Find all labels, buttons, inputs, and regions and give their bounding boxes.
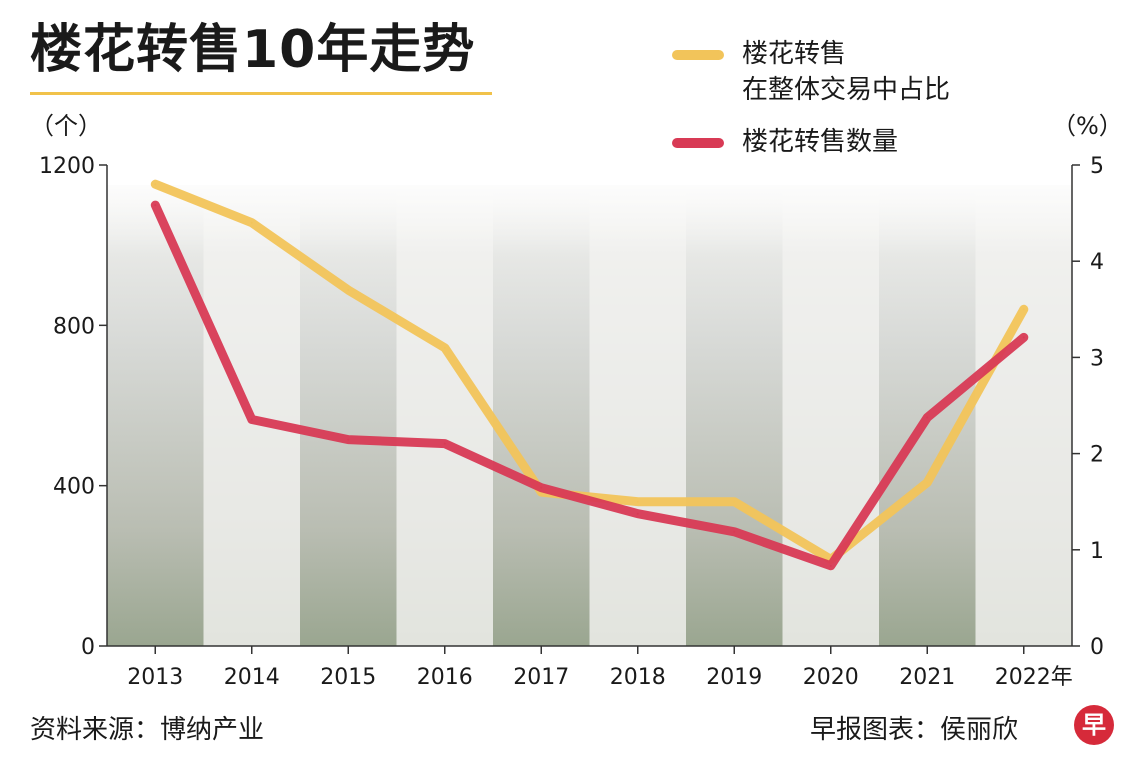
left-axis-unit: （个） <box>30 112 102 140</box>
x-tick-label: 2022年 <box>995 665 1073 690</box>
legend-swatch-share <box>672 50 724 60</box>
data-point-share <box>154 183 157 186</box>
right-tick-label: 5 <box>1090 154 1104 179</box>
legend-label-share: 楼花转售 在整体交易中占比 <box>742 36 950 108</box>
left-tick-label: 400 <box>53 475 95 500</box>
chart-title: 楼花转售10年走势 <box>30 20 476 80</box>
right-tick-label: 2 <box>1090 443 1104 468</box>
data-point-share <box>347 289 350 292</box>
x-tick-label: 2019 <box>706 665 762 690</box>
x-tick-label: 2014 <box>224 665 280 690</box>
legend-swatch-count <box>672 138 724 148</box>
data-point-share <box>250 221 253 224</box>
legend-label-share-line2: 在整体交易中占比 <box>742 75 951 105</box>
data-point-count <box>829 564 832 567</box>
series-lines <box>150 179 1029 571</box>
x-tick-label: 2017 <box>513 665 569 690</box>
data-point-count <box>250 418 253 421</box>
legend-item-count: 楼花转售数量 <box>672 124 898 160</box>
axes: 0 400 800 1200 0 1 2 3 4 5 2013 2014 2015 2016 2017 201… <box>39 154 1104 690</box>
plot-bg-fade <box>107 165 1072 255</box>
data-point-share <box>1022 308 1025 311</box>
x-tick-label: 2015 <box>320 665 376 690</box>
x-tick-label: 2021 <box>899 665 955 690</box>
left-tick-label: 1200 <box>39 154 95 179</box>
plot-bg-band <box>396 185 493 646</box>
data-point-count <box>443 442 446 445</box>
data-point-share <box>733 500 736 503</box>
credit-note: 早报图表：侯丽欣 <box>810 715 1019 745</box>
x-tick-label: 2020 <box>803 665 859 690</box>
plot-bg-band <box>975 185 1072 646</box>
right-axis-unit: （%） <box>1052 112 1123 140</box>
data-point-count <box>540 486 543 489</box>
data-point-share <box>636 500 639 503</box>
data-point-count <box>636 512 639 515</box>
x-tick-label: 2013 <box>127 665 183 690</box>
x-tick-label: 2016 <box>417 665 473 690</box>
data-point-count <box>347 438 350 441</box>
data-point-count <box>154 204 157 207</box>
right-tick-label: 4 <box>1090 250 1104 275</box>
plot-background <box>107 165 1072 646</box>
data-point-share <box>443 346 446 349</box>
right-tick-label: 0 <box>1090 635 1104 660</box>
left-tick-label: 0 <box>81 635 95 660</box>
title-underline <box>30 92 492 95</box>
legend-item-share: 楼花转售 在整体交易中占比 <box>672 36 950 108</box>
data-point-count <box>926 416 929 419</box>
left-tick-label: 800 <box>53 314 95 339</box>
plot-bg-band <box>589 185 686 646</box>
right-tick-label: 3 <box>1090 346 1104 371</box>
x-tick-label: 2018 <box>610 665 666 690</box>
data-point-count <box>1022 336 1025 339</box>
legend-label-share-line1: 楼花转售 <box>742 39 847 69</box>
chart-plot: 0 400 800 1200 0 1 2 3 4 5 2013 2014 2015 2016 2017 201… <box>39 154 1104 690</box>
source-note: 资料来源：博纳产业 <box>30 715 265 745</box>
data-point-count <box>733 530 736 533</box>
right-tick-label: 1 <box>1090 539 1104 564</box>
data-point-share <box>926 481 929 484</box>
legend-label-count: 楼花转售数量 <box>742 127 899 157</box>
series-line-count <box>150 200 1029 571</box>
zaobao-logo: 早 <box>1074 705 1114 745</box>
